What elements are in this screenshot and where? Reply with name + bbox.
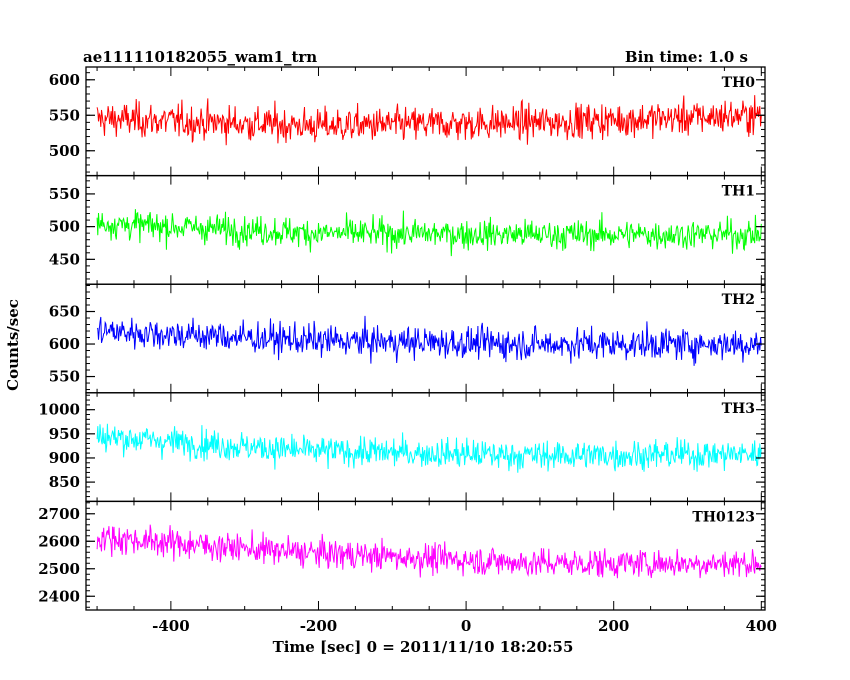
y-tick-label: 900 (49, 449, 80, 467)
x-axis: -400 -200 0 200 400 (152, 617, 777, 635)
chart-title: ae111110182055_wam1_trn (83, 48, 317, 66)
y-tick-label: 600 (49, 335, 80, 353)
y-tick-label: 1000 (38, 401, 80, 419)
y-tick-label: 2500 (38, 560, 80, 578)
x-tick-label: 200 (598, 617, 629, 635)
panel-th1: 450 500 550 TH1 (49, 174, 766, 285)
panel-th0123: 2400 2500 2600 2700 TH0123 (38, 500, 766, 611)
y-tick-label: 600 (49, 71, 80, 89)
y-tick-label: 500 (49, 218, 80, 236)
y-axis-title: Counts/sec (4, 299, 22, 391)
x-tick-label: -400 (152, 617, 190, 635)
panels-group: 500 550 600 TH0 450 500 550 TH1 550 600 650 TH2 850 9… (38, 66, 766, 611)
x-tick-label: 0 (461, 617, 471, 635)
series-line-th1 (96, 209, 762, 257)
x-axis-title: Time [sec] 0 = 2011/11/10 18:20:55 (273, 638, 574, 656)
panel-th3: 850 900 950 1000 TH3 (38, 392, 766, 503)
panel-label-th2: TH2 (722, 292, 755, 308)
y-tick-label: 2400 (38, 587, 80, 605)
y-tick-label: 500 (49, 142, 80, 160)
y-tick-label: 850 (49, 473, 80, 491)
series-line-th0 (96, 95, 762, 146)
panel-th2: 550 600 650 TH2 (49, 283, 766, 394)
y-tick-label: 2700 (38, 505, 80, 523)
panel-label-th0123: TH0123 (692, 509, 755, 525)
bin-time-label: Bin time: 1.0 s (625, 48, 748, 66)
panel-th0: 500 550 600 TH0 (49, 66, 766, 177)
x-tick-label: -200 (300, 617, 338, 635)
series-line-th3 (96, 423, 762, 473)
y-tick-label: 550 (49, 106, 80, 124)
panel-label-th1: TH1 (722, 184, 755, 200)
y-tick-label: 450 (49, 250, 80, 268)
y-tick-label: 2600 (38, 532, 80, 550)
panel-label-th3: TH3 (722, 401, 755, 417)
panel-frame (85, 500, 766, 611)
y-tick-label: 550 (49, 185, 80, 203)
y-tick-label: 950 (49, 425, 80, 443)
panel-label-th0: TH0 (722, 75, 756, 91)
y-tick-label: 550 (49, 368, 80, 386)
y-tick-label: 650 (49, 303, 80, 321)
series-line-th0123 (96, 524, 762, 579)
series-line-th2 (96, 315, 762, 366)
x-tick-label: 400 (746, 617, 777, 635)
